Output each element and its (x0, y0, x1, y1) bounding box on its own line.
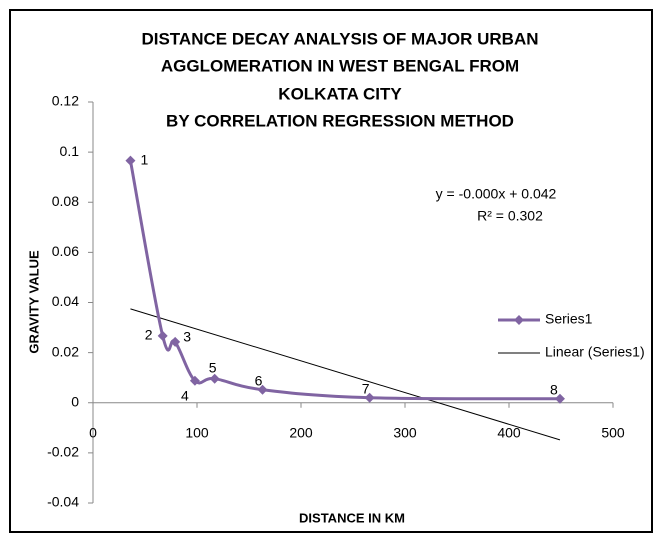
point-label: 5 (209, 359, 217, 375)
x-tick-label: 500 (601, 424, 625, 440)
x-tick-label: 0 (89, 424, 97, 440)
point-label: 3 (183, 329, 191, 345)
x-tick-label: 300 (393, 424, 417, 440)
y-tick-label: -0.04 (47, 494, 79, 510)
y-tick-label: 0.02 (52, 343, 79, 359)
y-tick-label: 0.1 (60, 143, 80, 159)
data-point (125, 155, 136, 166)
point-label: 7 (362, 380, 370, 396)
chart-title: DISTANCE DECAY ANALYSIS OF MAJOR URBAN (141, 29, 538, 48)
y-tick-label: -0.02 (47, 444, 79, 460)
point-label: 4 (181, 387, 189, 403)
chart-title: AGGLOMERATION IN WEST BENGAL FROM (161, 56, 519, 75)
chart-border (9, 9, 653, 533)
y-tick-label: 0.12 (52, 93, 79, 109)
chart-title: BY CORRELATION REGRESSION METHOD (166, 111, 514, 130)
data-point (209, 373, 220, 384)
trendline (130, 308, 561, 441)
trend-r-squared: R² = 0.302 (477, 208, 543, 224)
legend-label: Linear (Series1) (545, 344, 645, 360)
point-label: 6 (255, 372, 263, 388)
x-tick-label: 400 (497, 424, 521, 440)
chart-title: KOLKATA CITY (278, 84, 402, 103)
x-tick-label: 100 (185, 424, 209, 440)
y-tick-label: 0 (71, 393, 79, 409)
data-point (189, 375, 200, 386)
point-label: 8 (550, 381, 558, 397)
y-axis-label: GRAVITY VALUE (26, 250, 41, 354)
data-point (170, 336, 181, 347)
point-label: 1 (141, 151, 149, 167)
data-point (257, 384, 268, 395)
legend-marker (514, 315, 524, 325)
data-point (364, 392, 375, 403)
data-point (554, 393, 565, 404)
y-tick-label: 0.08 (52, 193, 79, 209)
series-line (128, 160, 560, 401)
x-tick-label: 200 (289, 424, 313, 440)
data-point (157, 330, 168, 341)
legend-label: Series1 (545, 311, 593, 327)
point-label: 2 (145, 327, 153, 343)
y-tick-label: 0.04 (52, 293, 79, 309)
x-axis-label: DISTANCE IN KM (299, 510, 405, 525)
trend-equation: y = -0.000x + 0.042 (436, 186, 557, 202)
y-tick-label: 0.06 (52, 243, 79, 259)
